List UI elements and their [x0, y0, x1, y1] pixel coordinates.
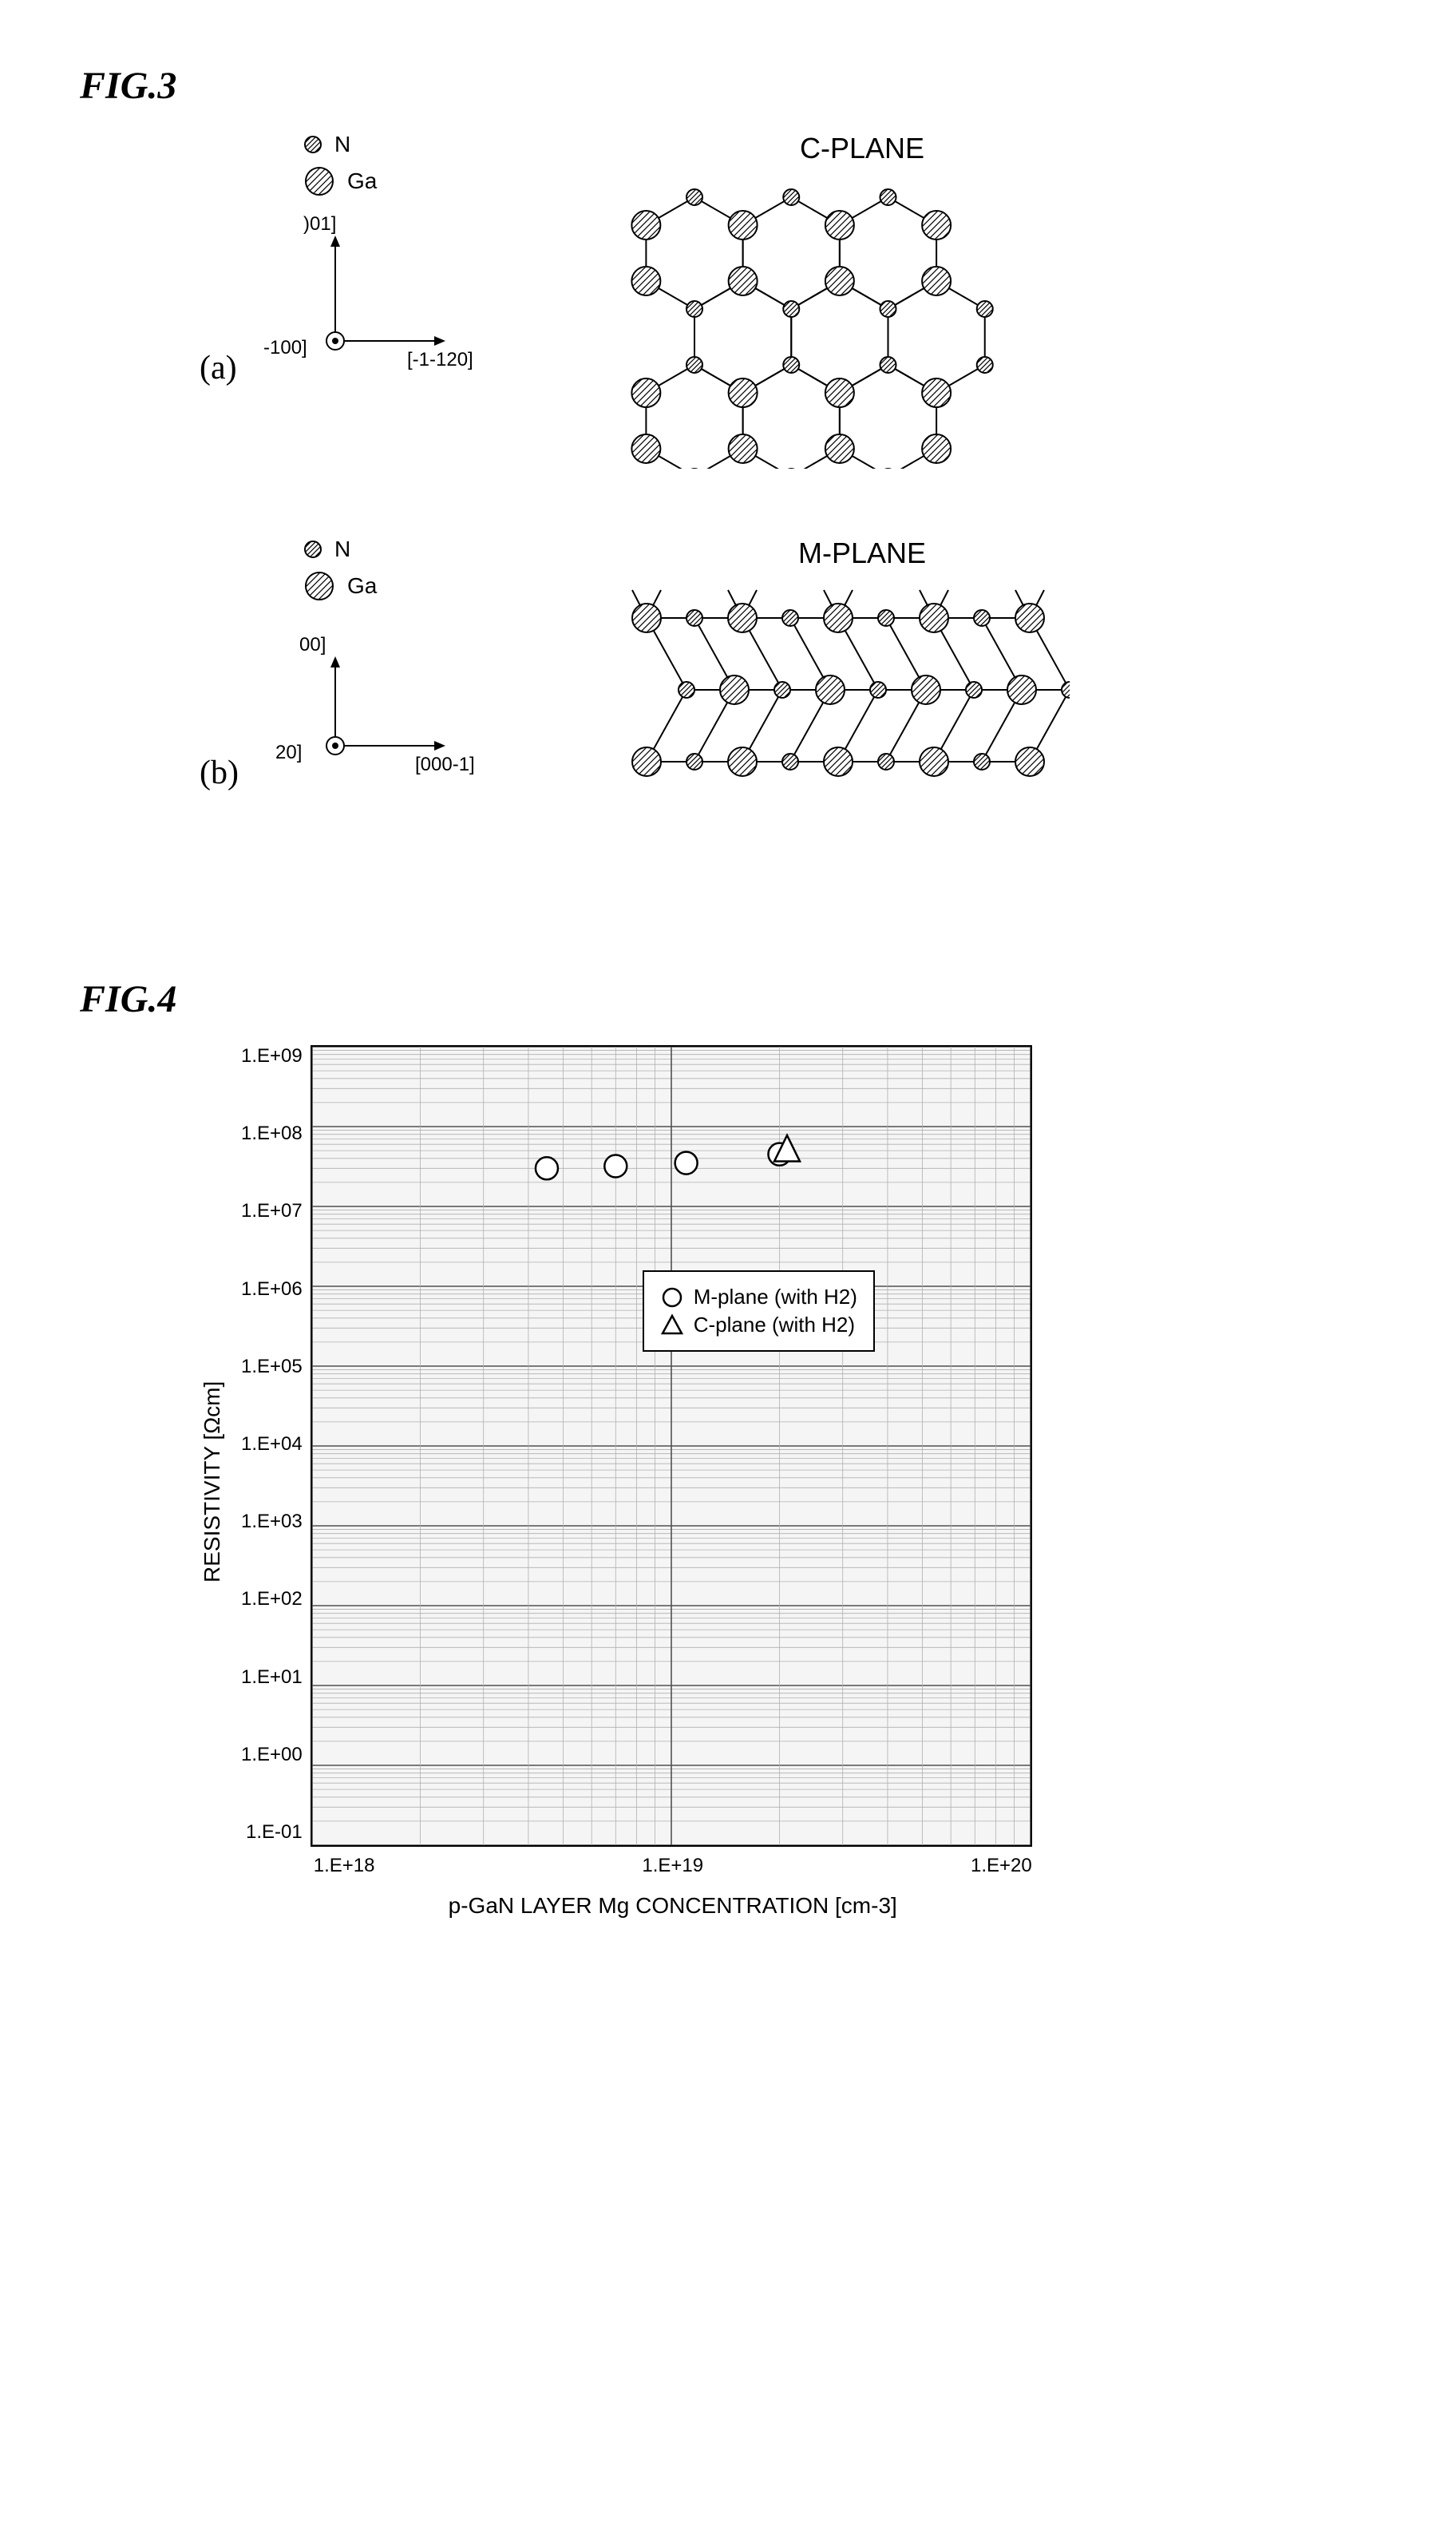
m-plane-title: M-PLANE	[623, 537, 1102, 570]
legend-n-label-b: N	[334, 537, 350, 562]
axis-z-a: -100]	[263, 337, 307, 359]
ytick: 1.E-01	[246, 1821, 303, 1844]
fig3-panel-b: N Ga 00] [000-1] 20] (b)	[80, 537, 1376, 818]
ytick: 1.E+04	[241, 1433, 303, 1456]
ytick: 1.E+03	[241, 1511, 303, 1533]
legend-n: N	[303, 132, 559, 157]
ytick: 1.E+08	[241, 1123, 303, 1145]
ga-atom-icon	[306, 168, 333, 195]
axis-z-b: 20]	[275, 742, 302, 764]
legend-label: M-plane (with H2)	[694, 1285, 857, 1309]
ytick: 1.E+00	[241, 1744, 303, 1766]
ga-atom-icon	[306, 572, 333, 600]
legend-ga-label-b: Ga	[347, 573, 377, 599]
sub-b: (b)	[200, 754, 239, 792]
ytick: 1.E+05	[241, 1356, 303, 1378]
legend-ga: Ga	[303, 165, 559, 197]
legend-n-b: N	[303, 537, 559, 562]
legend-ga-label: Ga	[347, 168, 377, 194]
fig4-legend: M-plane (with H2) C-plane (with H2)	[643, 1270, 875, 1352]
legend-ga-b: Ga	[303, 570, 559, 602]
xtick: 1.E+20	[971, 1855, 1032, 1877]
sub-a: (a)	[200, 349, 237, 387]
axis-x-a: [-1-120]	[407, 349, 473, 371]
legend-n-label: N	[334, 132, 350, 157]
fig4-label: FIG.4	[80, 977, 1376, 1021]
legend-item: C-plane (with H2)	[660, 1313, 857, 1337]
fig4-ylabel: RESISTIVITY [Ωcm]	[200, 1045, 225, 1919]
ytick: 1.E+09	[241, 1045, 303, 1068]
ytick: 1.E+01	[241, 1666, 303, 1689]
n-atom-icon	[305, 137, 321, 153]
fig4-plot: M-plane (with H2) C-plane (with H2)	[311, 1045, 1032, 1847]
fig4-xticks: 1.E+18 1.E+19 1.E+20	[314, 1847, 1032, 1877]
fig4-container: RESISTIVITY [Ωcm] 1.E+091.E+081.E+071.E+…	[200, 1045, 1376, 1919]
xtick: 1.E+19	[642, 1855, 703, 1877]
axis-x-b: [000-1]	[415, 754, 475, 776]
fig3-panel-a: N Ga )01] [-1-120] -100] (a)	[80, 132, 1376, 473]
fig3-label: FIG.3	[80, 64, 1376, 108]
xtick: 1.E+18	[314, 1855, 375, 1877]
c-plane-title: C-PLANE	[623, 132, 1102, 165]
ytick: 1.E+02	[241, 1588, 303, 1610]
legend-item: M-plane (with H2)	[660, 1285, 857, 1309]
fig4-xlabel: p-GaN LAYER Mg CONCENTRATION [cm-3]	[314, 1893, 1032, 1919]
fig3-container: N Ga )01] [-1-120] -100] (a)	[80, 132, 1376, 818]
axes-b-icon	[287, 642, 487, 802]
c-plane-lattice	[623, 181, 1054, 469]
ytick: 1.E+07	[241, 1200, 303, 1222]
legend-label: C-plane (with H2)	[694, 1313, 855, 1337]
n-atom-icon	[305, 541, 321, 557]
ytick: 1.E+06	[241, 1278, 303, 1301]
m-plane-lattice	[623, 586, 1070, 810]
fig4-yticks: 1.E+09 1.E+08 1.E+07 1.E+06 1.E+05 1.E+04 1.E+…	[241, 1045, 311, 1844]
